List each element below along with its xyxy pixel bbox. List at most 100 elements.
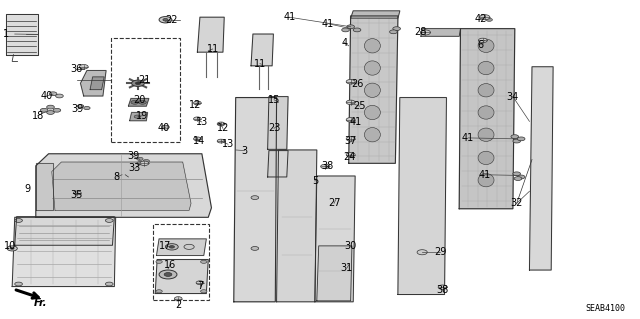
Circle shape	[166, 244, 178, 250]
Text: 23: 23	[268, 123, 280, 133]
Circle shape	[479, 15, 490, 20]
Polygon shape	[398, 98, 447, 294]
Polygon shape	[6, 14, 38, 55]
Circle shape	[74, 191, 81, 195]
Circle shape	[200, 260, 207, 263]
Polygon shape	[12, 217, 116, 286]
Text: 20: 20	[134, 95, 146, 105]
Circle shape	[486, 18, 492, 21]
Text: 4: 4	[341, 38, 348, 48]
Circle shape	[393, 27, 401, 31]
Text: 5: 5	[312, 176, 318, 186]
Circle shape	[136, 82, 141, 85]
Text: 9: 9	[24, 184, 31, 194]
Circle shape	[420, 30, 431, 35]
Text: 11: 11	[207, 44, 219, 54]
Polygon shape	[130, 113, 148, 121]
Circle shape	[517, 175, 525, 179]
Ellipse shape	[364, 39, 380, 53]
Polygon shape	[15, 217, 115, 245]
Circle shape	[321, 164, 330, 169]
Circle shape	[174, 297, 182, 300]
Circle shape	[106, 282, 113, 286]
Ellipse shape	[478, 174, 494, 187]
Circle shape	[478, 38, 487, 43]
Text: 24: 24	[343, 152, 356, 162]
Text: 13: 13	[196, 117, 208, 127]
Ellipse shape	[364, 128, 380, 142]
Circle shape	[193, 117, 201, 121]
Ellipse shape	[478, 39, 494, 52]
Circle shape	[184, 244, 194, 249]
Text: 31: 31	[340, 263, 353, 273]
Text: 40: 40	[158, 123, 170, 133]
Polygon shape	[90, 77, 104, 90]
Text: 19: 19	[136, 111, 148, 121]
Polygon shape	[129, 99, 149, 106]
Text: 30: 30	[344, 241, 356, 251]
Circle shape	[193, 137, 201, 141]
Circle shape	[346, 79, 355, 84]
Circle shape	[56, 94, 63, 98]
Circle shape	[84, 107, 90, 110]
Text: SEAB4100: SEAB4100	[585, 304, 625, 313]
Circle shape	[40, 108, 48, 112]
Text: 21: 21	[138, 75, 150, 85]
Text: 16: 16	[164, 260, 176, 270]
Text: 13: 13	[222, 139, 234, 149]
Circle shape	[417, 250, 428, 255]
Text: 25: 25	[353, 101, 366, 111]
Text: 22: 22	[166, 15, 178, 25]
Ellipse shape	[478, 106, 494, 119]
Circle shape	[134, 115, 141, 118]
Circle shape	[106, 219, 113, 222]
Circle shape	[346, 100, 355, 105]
Circle shape	[159, 17, 172, 23]
Circle shape	[511, 135, 518, 138]
Text: 36: 36	[70, 64, 82, 74]
Polygon shape	[351, 11, 400, 18]
Circle shape	[156, 290, 163, 293]
Text: 12: 12	[189, 100, 202, 110]
Circle shape	[347, 25, 355, 29]
Text: 26: 26	[351, 79, 364, 89]
Polygon shape	[234, 98, 276, 302]
Circle shape	[137, 162, 143, 165]
Circle shape	[390, 30, 397, 34]
Circle shape	[486, 43, 492, 46]
Circle shape	[170, 246, 174, 248]
Circle shape	[143, 160, 150, 163]
Ellipse shape	[478, 84, 494, 97]
Ellipse shape	[478, 61, 494, 75]
Polygon shape	[315, 176, 355, 302]
Polygon shape	[156, 260, 208, 293]
Circle shape	[79, 64, 88, 69]
Text: 18: 18	[31, 111, 44, 121]
Circle shape	[15, 219, 22, 222]
Text: 37: 37	[344, 136, 357, 146]
Circle shape	[49, 92, 57, 96]
Text: 6: 6	[478, 40, 484, 49]
Circle shape	[77, 105, 84, 108]
Text: 32: 32	[511, 198, 523, 208]
Circle shape	[217, 122, 225, 126]
Circle shape	[517, 137, 525, 141]
Text: 33: 33	[129, 163, 141, 174]
Ellipse shape	[364, 83, 380, 97]
Text: 10: 10	[3, 241, 16, 251]
Polygon shape	[197, 17, 224, 52]
Text: 8: 8	[114, 172, 120, 182]
Circle shape	[137, 157, 143, 160]
Polygon shape	[81, 70, 106, 96]
Polygon shape	[36, 163, 53, 210]
Circle shape	[346, 137, 355, 141]
Text: 7: 7	[197, 281, 203, 291]
Text: 39: 39	[127, 151, 140, 161]
Circle shape	[514, 177, 522, 181]
Polygon shape	[460, 29, 515, 209]
Text: 2: 2	[175, 300, 181, 310]
Circle shape	[140, 161, 149, 166]
Text: 38: 38	[321, 161, 334, 172]
Circle shape	[193, 101, 201, 105]
Circle shape	[156, 260, 163, 263]
